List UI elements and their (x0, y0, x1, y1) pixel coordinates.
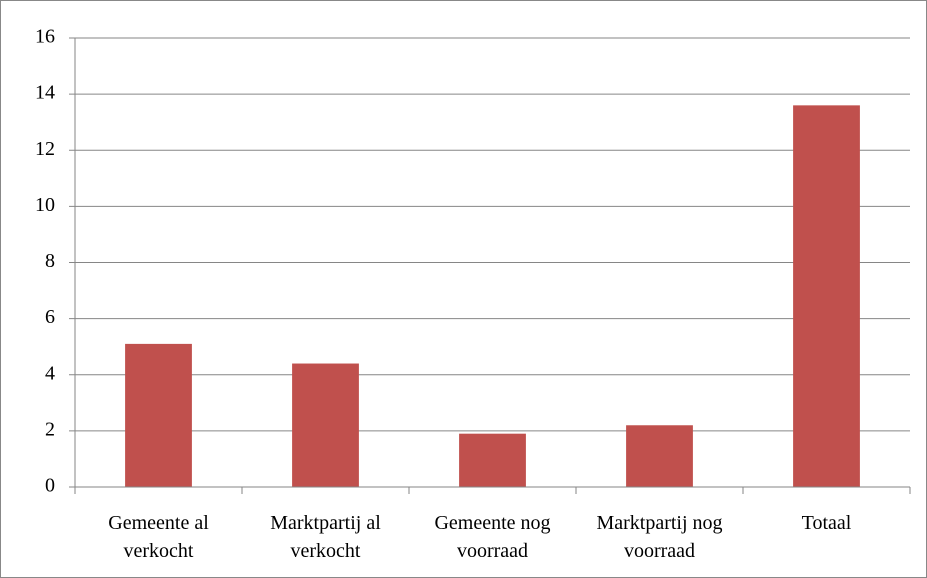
y-tick-label: 4 (45, 362, 55, 384)
x-tick-label: Gemeente al verkocht (108, 512, 209, 562)
y-tick-label: 8 (45, 250, 55, 272)
bar (626, 425, 693, 487)
bar (459, 433, 526, 487)
x-tick-label: Totaal (801, 512, 852, 534)
x-tick-label: Marktpartij nog voorraad (596, 512, 723, 562)
y-tick-label: 6 (45, 306, 55, 328)
y-tick-label: 14 (35, 82, 55, 104)
x-tick-label: Marktpartij al verkocht (270, 512, 381, 562)
x-tick-label: Gemeente nog voorraad (434, 512, 551, 562)
y-tick-label: 0 (45, 475, 55, 497)
y-tick-label: 12 (35, 138, 55, 160)
bar (292, 363, 359, 487)
bar (793, 105, 860, 487)
y-tick-label: 10 (35, 194, 55, 216)
bar (125, 343, 192, 487)
y-tick-label: 16 (35, 26, 55, 48)
y-tick-label: 2 (45, 418, 55, 440)
